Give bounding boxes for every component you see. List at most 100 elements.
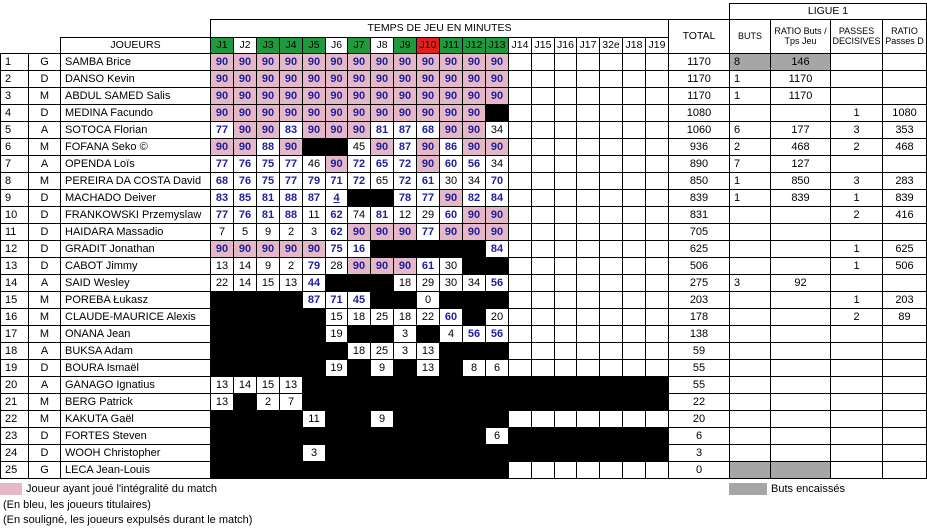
minutes-cell: 77 [210, 155, 234, 173]
minutes-cell [645, 155, 669, 173]
minutes-cell: 90 [279, 53, 303, 71]
minutes-cell [531, 172, 555, 190]
minutes-cell [622, 172, 646, 190]
minutes-cell [599, 274, 623, 292]
minutes-cell [554, 325, 577, 343]
minutes-cell: 90 [347, 70, 371, 88]
minutes-cell [210, 325, 234, 343]
minutes-cell: 18 [347, 342, 371, 360]
minutes-cell [325, 342, 348, 360]
player-name: ONANA Jean [60, 325, 211, 343]
minutes-cell [622, 155, 646, 173]
minutes-cell [576, 138, 600, 156]
minutes-cell: 90 [485, 138, 509, 156]
assist-ratio-cell: 89 [882, 308, 927, 326]
matchday-header: J11 [439, 37, 463, 54]
minutes-cell [576, 291, 600, 309]
minutes-cell [531, 376, 555, 394]
minutes-cell: 56 [485, 274, 509, 292]
minutes-cell [439, 461, 463, 479]
minutes-cell [554, 359, 577, 377]
minutes-cell [210, 410, 234, 428]
minutes-cell [256, 461, 280, 479]
goal-ratio-cell [770, 444, 831, 462]
minutes-cell: 13 [279, 376, 303, 394]
minutes-cell [576, 206, 600, 224]
minutes-cell [622, 104, 646, 122]
minutes-cell: 90 [393, 257, 417, 275]
assists-cell: 3 [830, 121, 883, 139]
minutes-cell [347, 376, 371, 394]
minutes-cell [302, 376, 326, 394]
minutes-cell: 28 [325, 257, 348, 275]
minutes-cell [576, 308, 600, 326]
minutes-cell: 15 [256, 376, 280, 394]
players-header: JOUEURS [60, 37, 211, 54]
minutes-cell: 90 [439, 121, 463, 139]
goals-header: BUTS [729, 19, 771, 54]
minutes-cell [531, 155, 555, 173]
minutes-cell [393, 393, 417, 411]
minutes-cell [645, 53, 669, 71]
total-cell: 1170 [668, 53, 730, 71]
minutes-cell [645, 291, 669, 309]
matchday-header: J12 [462, 37, 486, 54]
minutes-cell: 25 [370, 342, 394, 360]
assist-ratio-cell: 468 [882, 138, 927, 156]
minutes-cell [531, 257, 555, 275]
assists-cell: 1 [830, 257, 883, 275]
minutes-cell [599, 240, 623, 258]
minutes-cell [416, 461, 440, 479]
player-name: FORTES Steven [60, 427, 211, 445]
minutes-cell: 90 [279, 240, 303, 258]
minutes-cell [233, 427, 257, 445]
minutes-cell: 79 [302, 257, 326, 275]
minutes-cell: 78 [393, 189, 417, 207]
minutes-cell: 88 [256, 138, 280, 156]
minutes-cell [439, 427, 463, 445]
minutes-cell [554, 444, 577, 462]
minutes-cell [599, 376, 623, 394]
player-number: 16 [0, 308, 29, 326]
minutes-cell: 22 [210, 274, 234, 292]
assist-ratio-cell [882, 70, 927, 88]
player-name: WOOH Christopher [60, 444, 211, 462]
goal-ratio-cell [770, 291, 831, 309]
minutes-cell: 90 [347, 223, 371, 241]
minutes-cell: 60 [439, 155, 463, 173]
minutes-cell: 3 [393, 342, 417, 360]
goals-cell: 1 [729, 189, 771, 207]
minutes-cell: 90 [462, 206, 486, 224]
minutes-cell: 87 [393, 138, 417, 156]
minutes-cell [531, 342, 555, 360]
minutes-cell: 46 [302, 155, 326, 173]
minutes-cell [302, 461, 326, 479]
minutes-cell [531, 223, 555, 241]
minutes-cell [508, 308, 532, 326]
minutes-cell [531, 240, 555, 258]
minutes-cell [599, 189, 623, 207]
minutes-cell: 77 [210, 121, 234, 139]
minutes-cell [576, 427, 600, 445]
player-number: 8 [0, 172, 29, 190]
minutes-cell [622, 138, 646, 156]
goals-cell [729, 359, 771, 377]
minutes-cell [439, 240, 463, 258]
goal-ratio-cell [770, 461, 831, 479]
goal-ratio-cell [770, 325, 831, 343]
minutes-cell: 90 [233, 104, 257, 122]
minutes-cell [210, 427, 234, 445]
minutes-cell [531, 138, 555, 156]
minutes-cell [622, 325, 646, 343]
minutes-cell [554, 155, 577, 173]
assists-cell [830, 376, 883, 394]
minutes-cell: 15 [325, 308, 348, 326]
player-name: SAMBA Brice [60, 53, 211, 71]
minutes-cell: 90 [416, 87, 440, 105]
minutes-cell [576, 342, 600, 360]
minutes-cell: 90 [416, 70, 440, 88]
goal-ratio-cell [770, 410, 831, 428]
minutes-cell [645, 308, 669, 326]
minutes-cell: 60 [439, 308, 463, 326]
player-position: M [28, 325, 61, 343]
